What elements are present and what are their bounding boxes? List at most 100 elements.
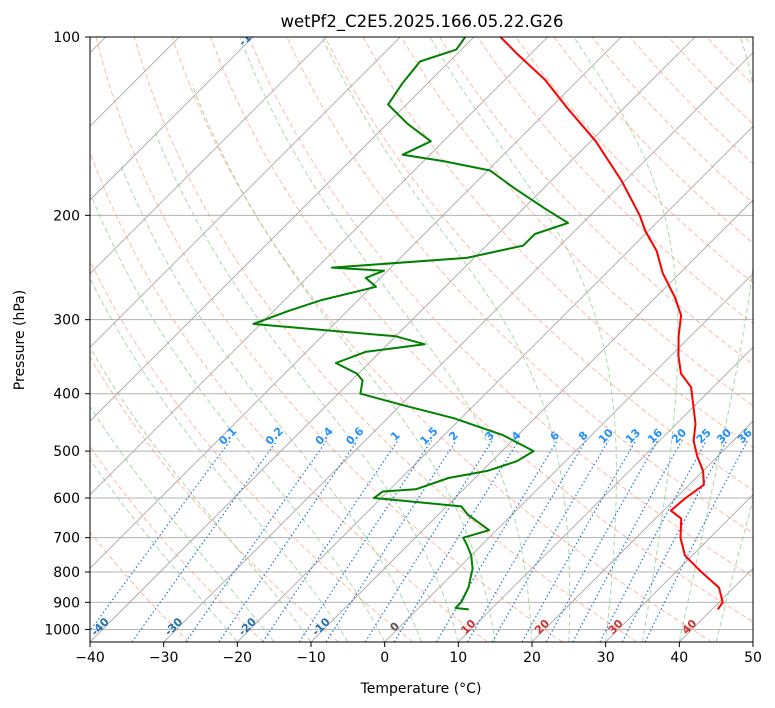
- isotherm-line: [90, 37, 254, 201]
- x-tick-label: −10: [296, 650, 326, 666]
- dry-adiabat-line: [324, 37, 753, 491]
- x-axis-label: Temperature (°C): [360, 681, 482, 697]
- mixing-ratio-label: 25: [694, 426, 714, 446]
- y-tick-label: 500: [53, 444, 80, 460]
- dry-adiabat-line: [95, 37, 563, 642]
- isotherm-line: [90, 37, 475, 422]
- mixing-ratio-line: [185, 440, 328, 642]
- mixing-ratio-line: [393, 440, 520, 642]
- mixing-ratio-line: [262, 440, 399, 642]
- dry-adiabat-line: [90, 531, 190, 642]
- mixing-ratio-line: [491, 440, 609, 642]
- mixing-ratio-line: [325, 440, 457, 642]
- isotherm-line: [90, 37, 696, 642]
- isotherm-line: [605, 494, 753, 642]
- isotherm-label: -100: [236, 20, 265, 49]
- mixing-ratio-line: [298, 440, 432, 642]
- dry-adiabat-line: [744, 37, 753, 47]
- isotherm-line: [90, 37, 548, 496]
- mixing-ratio-label: 6: [548, 429, 563, 444]
- mixing-ratio-label: 0.1: [216, 425, 239, 448]
- mixing-ratio-label: 2: [446, 429, 461, 444]
- moist-adiabat-line: [573, 37, 679, 642]
- isotherm-label: -50: [15, 615, 38, 638]
- y-axis-ticks: 100 200 300 400 500 600 700 800 900 1000: [44, 30, 90, 638]
- dry-adiabat-line: [171, 37, 712, 642]
- y-tick-label: 600: [53, 491, 80, 507]
- x-tick-label: −30: [149, 650, 179, 666]
- isotherm-line: [90, 37, 327, 275]
- moist-adiabat-line: [90, 405, 275, 642]
- isotherm-label: 40: [679, 617, 699, 637]
- y-tick-label: 100: [53, 30, 80, 46]
- moist-adiabat-line: [191, 83, 496, 642]
- mixing-ratio-line: [572, 440, 683, 642]
- mixing-ratio-line: [621, 440, 728, 642]
- isotherm-line: [531, 420, 753, 642]
- moist-adiabat-line: [90, 195, 386, 642]
- x-axis-ticks: −40 −30 −20 −10 0 10 20 30 40 50: [75, 642, 762, 666]
- x-tick-label: −40: [75, 650, 105, 666]
- y-tick-label: 900: [53, 595, 80, 611]
- y-tick-label: 300: [53, 313, 80, 329]
- dry-adiabat-line: [90, 150, 488, 642]
- y-tick-label: 700: [53, 531, 80, 547]
- y-tick-label: 400: [53, 387, 80, 403]
- x-tick-label: −20: [223, 650, 253, 666]
- moist-adiabat-line: [90, 277, 349, 642]
- mixing-ratio-label: 16: [645, 426, 665, 446]
- chart-title: wetPf2_C2E5.2025.166.05.22.G26: [280, 12, 563, 32]
- isotherm-line: [310, 199, 753, 642]
- dry-adiabat-line: [210, 37, 753, 623]
- mixing-ratio-line: [521, 440, 637, 642]
- mixing-ratio-line: [644, 440, 748, 642]
- x-tick-label: 30: [597, 650, 615, 666]
- mixing-ratio-label: 0.2: [263, 425, 286, 448]
- isotherm-label: -40: [89, 615, 112, 638]
- x-tick-label: 50: [744, 650, 762, 666]
- dry-adiabat-line: [133, 37, 638, 642]
- background-lines: [90, 37, 753, 642]
- isotherm-line: [458, 346, 753, 642]
- x-tick-label: 40: [670, 650, 688, 666]
- dry-adiabat-line: [248, 37, 753, 578]
- isotherm-line: [163, 52, 753, 642]
- mixing-ratio-label: 1: [388, 429, 403, 444]
- dry-adiabat-line: [90, 445, 264, 642]
- moist-adiabat-line: [239, 37, 533, 642]
- x-tick-label: 0: [380, 650, 389, 666]
- moist-adiabat-line: [678, 37, 753, 642]
- mixing-ratio-line: [90, 440, 231, 632]
- mixing-ratio-line: [435, 440, 558, 642]
- mixing-ratio-label: 10: [596, 426, 616, 446]
- moist-adiabat-line: [90, 346, 312, 642]
- moist-adiabat-line: [429, 37, 617, 642]
- mixing-ratio-line: [599, 440, 707, 642]
- mixing-ratio-line: [364, 440, 493, 642]
- moist-adiabat-line: [120, 165, 422, 642]
- y-axis-label: Pressure (hPa): [12, 290, 28, 390]
- moist-adiabat-line: [154, 132, 459, 642]
- moist-adiabat-line: [321, 37, 571, 642]
- isotherm-line: [237, 125, 753, 642]
- x-tick-label: 20: [523, 650, 541, 666]
- moist-adiabat-line: [715, 498, 753, 642]
- temperature-profile-line: [499, 37, 724, 610]
- isotherm-label: 10: [458, 617, 478, 637]
- dry-adiabat-line: [438, 37, 753, 366]
- isotherm-line: [384, 273, 753, 642]
- dry-adiabat-line: [90, 259, 414, 642]
- mixing-ratio-label: 8: [576, 429, 591, 444]
- line-labels: 0.1 0.2 0.4 0.6 1 1.5 2 3 4 6 8 10 13 16 20 25 30 36-100-…: [15, 20, 753, 639]
- isotherm-line: [679, 567, 753, 642]
- mixing-ratio-label: 0.4: [313, 424, 336, 447]
- moist-adiabat-line: [90, 458, 238, 642]
- dry-adiabat-line: [400, 37, 753, 407]
- mixing-ratio-line: [218, 440, 358, 642]
- isotherm-line: [752, 641, 753, 642]
- sounding-series: [252, 37, 724, 611]
- x-tick-label: 10: [449, 650, 467, 666]
- y-tick-label: 200: [53, 208, 80, 224]
- isotherm-label: 30: [606, 617, 626, 637]
